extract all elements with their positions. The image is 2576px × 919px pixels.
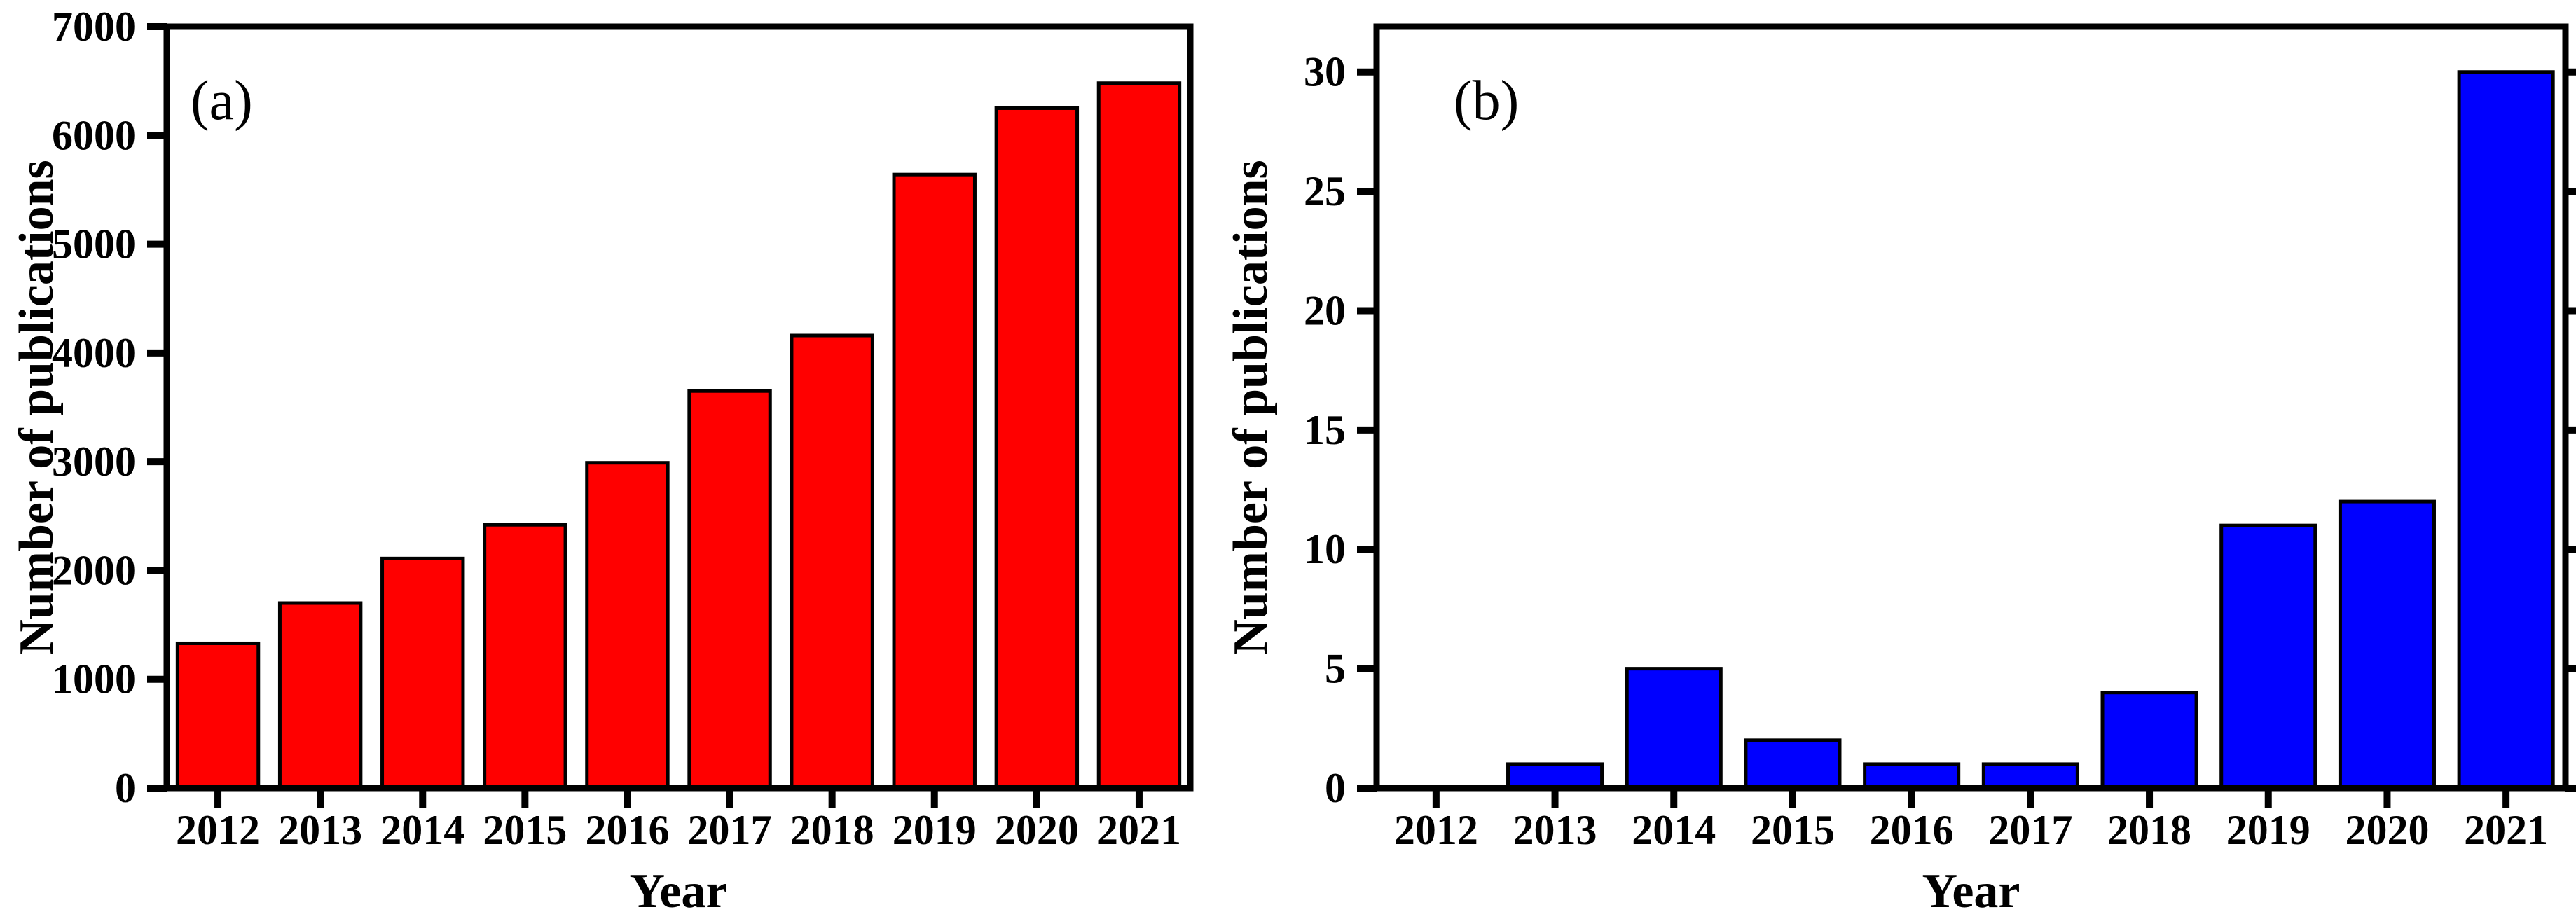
y-axis-tick-label: 5 — [1325, 646, 1346, 692]
axes-frame — [1373, 23, 2569, 792]
bar-2015 — [1744, 738, 1842, 790]
x-axis-tick-label: 2015 — [483, 807, 567, 853]
y-axis-tick-label: 4000 — [52, 330, 136, 376]
y-axis-tick-label: 3000 — [52, 438, 136, 485]
bar-2013 — [1506, 762, 1604, 790]
bar-2020 — [994, 106, 1080, 790]
y-axis-title: Number of publications — [1224, 160, 1278, 655]
x-axis-tick-label: 2018 — [790, 807, 874, 853]
y-axis-tick-label: 0 — [1325, 765, 1346, 811]
x-axis-tick-label: 2021 — [1097, 807, 1181, 853]
x-axis-tick-label: 2014 — [380, 807, 464, 853]
panel-b: 0 5 10 15 20 25 30 2012 2013 2014 2015 2016 2017 2018… — [1224, 23, 2576, 918]
bar-2017 — [687, 389, 772, 790]
x-axis-tick-label: 2014 — [1632, 807, 1716, 853]
x-axis-tick-label: 2017 — [688, 807, 772, 853]
bar-2017 — [1981, 762, 2079, 790]
x-axis-tick-label: 2013 — [278, 807, 362, 853]
bar-2016 — [1863, 762, 1961, 790]
y-axis-tick-label: 2000 — [52, 547, 136, 593]
x-axis-tick-label: 2013 — [1513, 807, 1597, 853]
bar-2018 — [790, 333, 874, 790]
y-axis-tick-label: 1000 — [52, 656, 136, 703]
x-axis-tick-label: 2019 — [2226, 807, 2310, 853]
x-axis-title: Year — [1922, 864, 2020, 918]
x-axis-tick-label: 2019 — [893, 807, 977, 853]
x-axis-tick-label: 2021 — [2464, 807, 2548, 853]
bar-2021 — [1096, 81, 1182, 790]
y-axis-title: Number of publications — [10, 160, 64, 655]
bar-2012 — [175, 641, 261, 790]
y-axis-tick-label: 25 — [1304, 168, 1346, 214]
y-axis-tick-label: 10 — [1304, 526, 1346, 572]
bar-2015 — [483, 523, 567, 790]
y-axis-tick-label: 5000 — [52, 221, 136, 268]
bar-2021 — [2457, 70, 2555, 790]
x-axis-tick-label: 2016 — [1870, 807, 1954, 853]
x-axis-tick-label: 2020 — [995, 807, 1079, 853]
bar-2014 — [380, 556, 465, 790]
x-axis-tick-label: 2015 — [1751, 807, 1835, 853]
x-axis-tick-label: 2012 — [176, 807, 260, 853]
y-axis-tick-label: 0 — [115, 765, 136, 811]
panel-letter: (a) — [191, 70, 253, 132]
bar-2020 — [2338, 499, 2436, 790]
y-axis-tick-label: 20 — [1304, 287, 1346, 333]
y-axis-tick-label: 6000 — [52, 112, 136, 158]
bar-2018 — [2100, 691, 2198, 790]
x-axis-title: Year — [630, 864, 728, 918]
bar-2019 — [892, 172, 977, 790]
panel-a: 0 1000 2000 3000 4000 5000 6000 7000 2012 2013 201… — [10, 4, 1194, 918]
y-axis-tick-label: 15 — [1304, 407, 1346, 453]
y-axis-tick-label: 7000 — [52, 4, 136, 50]
x-axis-tick-label: 2016 — [585, 807, 669, 853]
x-axis-tick-label: 2020 — [2345, 807, 2429, 853]
axes-frame — [163, 23, 1194, 792]
x-axis-tick-label: 2012 — [1394, 807, 1478, 853]
bar-2013 — [277, 601, 363, 790]
x-axis-tick-label: 2018 — [2107, 807, 2191, 853]
x-axis-tick-label: 2017 — [1988, 807, 2072, 853]
bar-2014 — [1625, 667, 1723, 790]
y-axis-tick-label: 30 — [1304, 49, 1346, 95]
bar-2016 — [585, 461, 670, 790]
bar-2019 — [2219, 523, 2317, 790]
panel-letter: (b) — [1454, 70, 1519, 132]
